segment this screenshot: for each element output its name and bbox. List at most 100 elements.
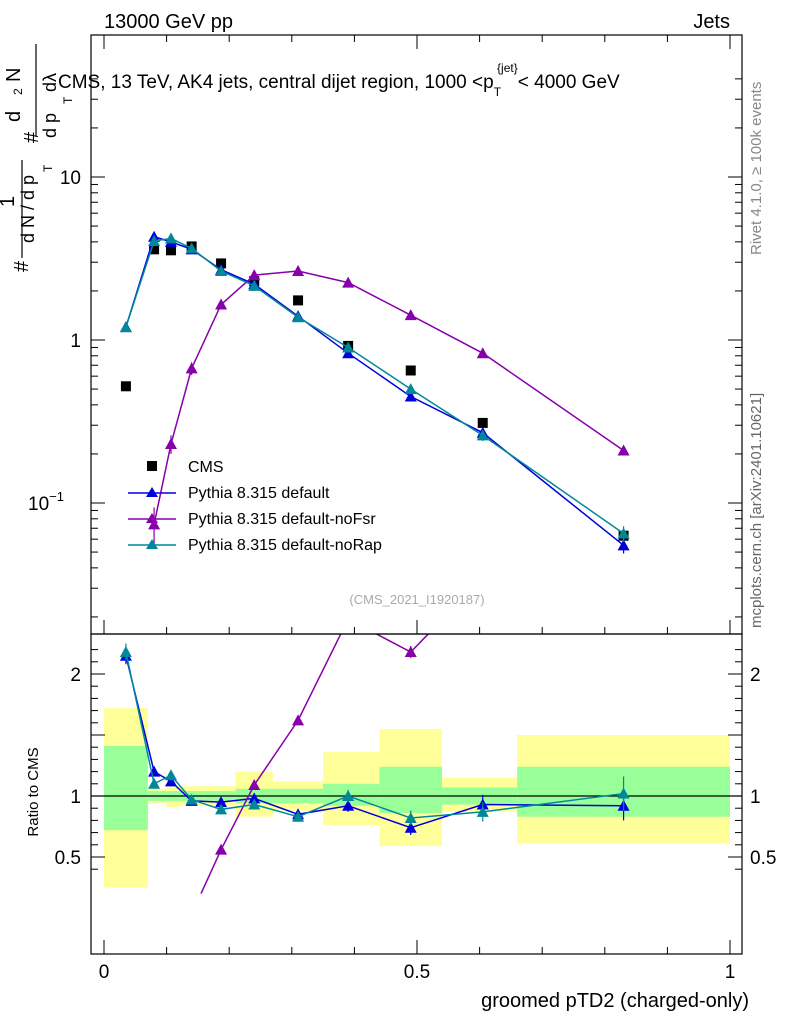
legend-norap-label: Pythia 8.315 default-noRap: [188, 537, 382, 554]
series-1-point-0: [148, 518, 161, 530]
x-tick-label-1: 0.5: [404, 962, 430, 983]
legend-default-marker: [146, 487, 158, 497]
svg-text:2: 2: [11, 88, 25, 95]
series-2-point-1: [148, 234, 161, 246]
series-1-point-6: [342, 276, 355, 288]
ratio-0-point-8: [404, 821, 417, 833]
legend: CMS Pythia 8.315 default Pythia 8.315 de…: [128, 459, 382, 554]
plot-title-sub: T: [494, 85, 502, 99]
ratio-y-label-left-0: 0.5: [55, 848, 81, 869]
series-2-point-2: [164, 232, 177, 244]
ratio-2-point-5: [248, 798, 261, 810]
ratio-y-label-right-1: 1: [750, 787, 761, 808]
series-2-point-10: [617, 527, 630, 539]
ratio-2-point-6: [292, 810, 305, 822]
series-2-point-8: [404, 383, 417, 395]
ratio-panel-frame: [90, 633, 743, 955]
ratio-2-point-3: [185, 793, 198, 805]
ratio-y-label-left-2: 2: [70, 665, 81, 686]
stat-band-8: [379, 766, 443, 814]
x-axis-label: groomed pTD2 (charged-only): [481, 990, 749, 1012]
svg-text:#: #: [21, 131, 43, 143]
svg-text:T: T: [41, 164, 55, 172]
series-line-1: [153, 270, 625, 525]
ratio-0-point-4: [215, 796, 228, 808]
ratio-1-point-4: [404, 646, 417, 658]
cms-point-6: [293, 295, 304, 306]
ratio-uncertainty-bands: [104, 708, 730, 888]
series-1-point-1: [164, 438, 177, 450]
series-2-point-3: [185, 242, 198, 254]
ratio-1-point-2: [292, 714, 305, 726]
series-1-point-4: [248, 269, 261, 281]
ratio-2-point-10: [617, 787, 630, 799]
series-2-point-4: [215, 265, 228, 277]
cms-point-1: [149, 244, 160, 255]
ratio-panel-marks: [119, 634, 630, 894]
svg-text:N: N: [3, 68, 25, 82]
ratio-y-label-right-0: 0.5: [750, 848, 776, 869]
legend-norap-marker: [146, 539, 158, 549]
ratio-2-point-0: [119, 646, 132, 658]
series-0-point-10: [617, 539, 630, 551]
series-1-point-5: [292, 265, 305, 277]
ratio-0-point-5: [248, 792, 261, 804]
ratio-0-point-2: [164, 775, 177, 787]
mcplots-label: mcplots.cern.ch [arXiv:2401.10621]: [748, 393, 765, 628]
energy-label: 13000 GeV pp: [104, 11, 233, 33]
svg-text:d: d: [3, 111, 25, 122]
series-2-point-9: [476, 429, 489, 441]
axis-ticks: 0 0.5 1 10−1 1 10 0.5 0.5 1 1 2 2: [28, 35, 776, 983]
cms-point-4: [216, 258, 227, 269]
svg-text:#: #: [11, 260, 33, 272]
series-1-point-2: [185, 362, 198, 374]
series-0-point-8: [404, 390, 417, 402]
y-tick-label-main-2: 10: [60, 168, 81, 189]
stat-band-0: [104, 745, 148, 831]
x-tick-label-2: 1: [725, 962, 736, 983]
y-axis-label-main: # d N / d p T 1 # d 2 N d p T dλ: [0, 44, 75, 272]
category-label: Jets: [693, 11, 730, 33]
cms-point-0: [120, 381, 131, 392]
series-1-point-9: [617, 444, 630, 456]
legend-cms-label: CMS: [188, 459, 224, 476]
y-axis-label-ratio: Ratio to CMS: [25, 747, 42, 836]
ratio-y-label-right-2: 2: [750, 665, 761, 686]
plot-title-main: CMS, 13 TeV, AK4 jets, central dijet reg…: [58, 72, 494, 93]
legend-default-label: Pythia 8.315 default: [188, 485, 330, 502]
svg-text:d p: d p: [40, 113, 60, 138]
ratio-1-point-0: [215, 843, 228, 855]
svg-text:T: T: [61, 96, 75, 104]
series-2-point-5: [248, 279, 261, 291]
series-0-point-7: [342, 347, 355, 359]
plot-title-tail: < 4000 GeV: [518, 72, 620, 93]
ratio-2-point-9: [476, 805, 489, 817]
ratio-2-point-8: [404, 811, 417, 823]
ratio-0-point-7: [342, 799, 355, 811]
series-1-point-8: [476, 347, 489, 359]
series-2-point-7: [342, 341, 355, 353]
ratio-0-point-1: [148, 765, 161, 777]
cms-point-9: [477, 417, 488, 428]
ratio-1-point-1: [248, 779, 261, 791]
legend-nofsr-marker: [146, 513, 158, 523]
ratio-2-point-2: [164, 769, 177, 781]
plot-title: CMS, 13 TeV, AK4 jets, central dijet reg…: [58, 61, 620, 99]
legend-nofsr-label: Pythia 8.315 default-noFsr: [188, 511, 376, 528]
plot-title-sup: {jet}: [497, 61, 518, 75]
y-tick-label-main-0: 10−1: [28, 489, 64, 515]
ratio-2-point-1: [148, 777, 161, 789]
ratio-2-point-4: [215, 803, 228, 815]
rivet-label: Rivet 4.1.0, ≥ 100k events: [748, 82, 765, 255]
cms-point-8: [405, 365, 416, 376]
ratio-y-label-left-1: 1: [70, 787, 81, 808]
ratio-2-point-7: [342, 790, 355, 801]
legend-cms-marker: [147, 461, 157, 471]
y-tick-label-main-1: 1: [70, 331, 81, 352]
main-panel-marks: [119, 230, 630, 554]
series-2-point-0: [119, 321, 132, 333]
series-2-point-6: [292, 311, 305, 323]
series-1-point-7: [404, 309, 417, 321]
series-1-point-3: [215, 298, 228, 310]
